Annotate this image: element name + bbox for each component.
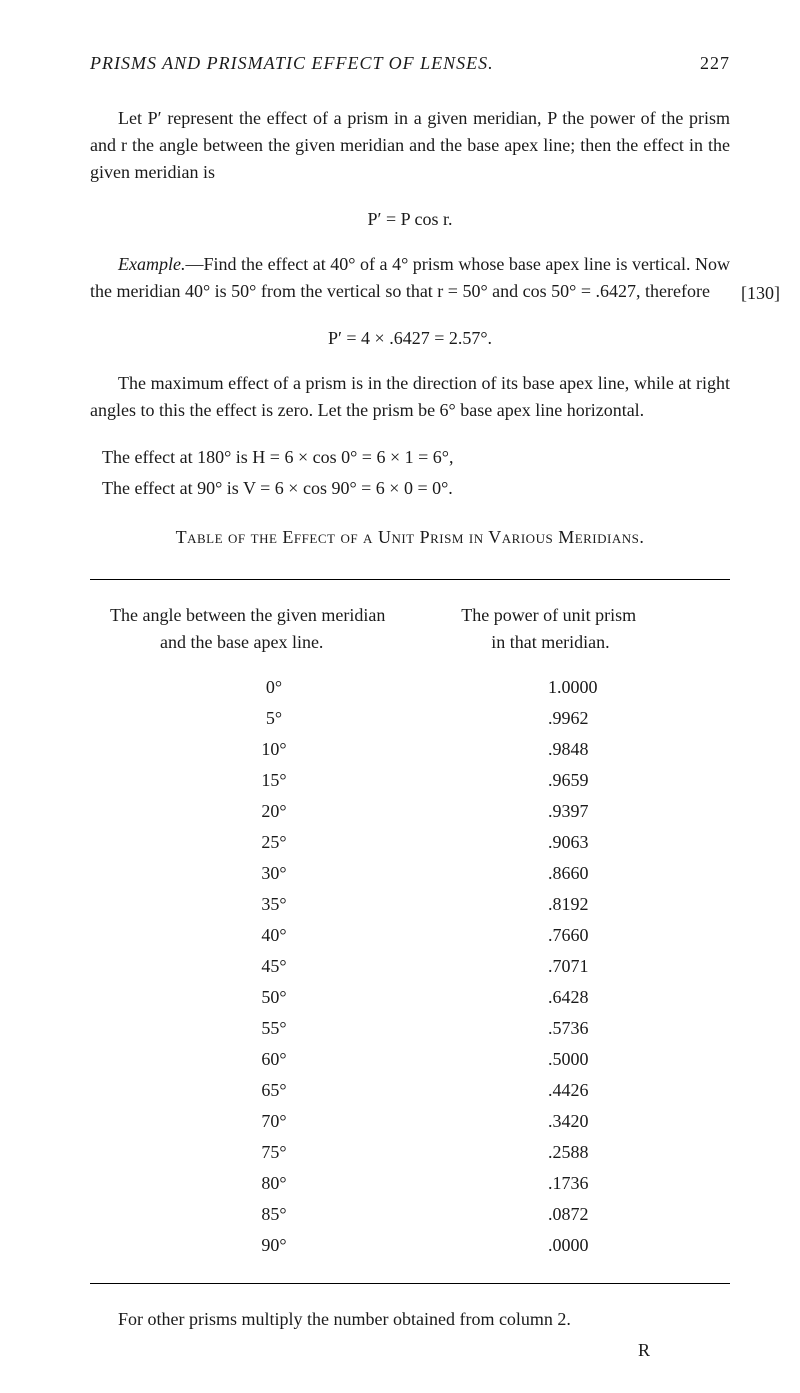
table-header-right-line2: in that meridian. <box>461 629 730 656</box>
table-row: 30°.8660 <box>90 858 730 889</box>
equation-line-1: The effect at 180° is H = 6 × cos 0° = 6… <box>90 444 730 471</box>
table-row: 25°.9063 <box>90 827 730 858</box>
prism-effect-table: 0°1.00005°.996210°.984815°.965920°.93972… <box>90 672 730 1261</box>
value-cell: .7071 <box>378 951 730 982</box>
paragraph-1: Let P′ represent the effect of a prism i… <box>90 105 730 186</box>
formula-2: P′ = 4 × .6427 = 2.57°. <box>90 325 730 352</box>
value-cell: .5000 <box>378 1044 730 1075</box>
value-cell: .5736 <box>378 1013 730 1044</box>
paragraph-2-body: —Find the effect at 40° of a 4° prism wh… <box>90 254 730 301</box>
value-cell: .8192 <box>378 889 730 920</box>
page-number: 227 <box>700 50 730 77</box>
value-cell: .9397 <box>378 796 730 827</box>
angle-cell: 65° <box>90 1075 378 1106</box>
angle-cell: 80° <box>90 1168 378 1199</box>
table-row: 15°.9659 <box>90 765 730 796</box>
value-cell: .3420 <box>378 1106 730 1137</box>
table-row: 20°.9397 <box>90 796 730 827</box>
paragraph-3: The maximum effect of a prism is in the … <box>90 370 730 424</box>
table-row: 75°.2588 <box>90 1137 730 1168</box>
table-row: 70°.3420 <box>90 1106 730 1137</box>
table-row: 45°.7071 <box>90 951 730 982</box>
value-cell: .4426 <box>378 1075 730 1106</box>
value-cell: .9659 <box>378 765 730 796</box>
paragraph-2: Example.—Find the effect at 40° of a 4° … <box>90 251 730 305</box>
angle-cell: 50° <box>90 982 378 1013</box>
table-row: 80°.1736 <box>90 1168 730 1199</box>
table-row: 50°.6428 <box>90 982 730 1013</box>
equation-line-2: The effect at 90° is V = 6 × cos 90° = 6… <box>90 475 730 502</box>
angle-cell: 0° <box>90 672 378 703</box>
value-cell: 1.0000 <box>378 672 730 703</box>
angle-cell: 85° <box>90 1199 378 1230</box>
angle-cell: 75° <box>90 1137 378 1168</box>
footnote: For other prisms multiply the number obt… <box>90 1306 730 1333</box>
angle-cell: 15° <box>90 765 378 796</box>
table-row: 5°.9962 <box>90 703 730 734</box>
angle-cell: 35° <box>90 889 378 920</box>
angle-cell: 45° <box>90 951 378 982</box>
running-header: PRISMS AND PRISMATIC EFFECT OF LENSES. 2… <box>90 50 730 77</box>
table-header: The angle between the given meridian and… <box>90 602 730 656</box>
value-cell: .0872 <box>378 1199 730 1230</box>
table-top-rule <box>90 579 730 580</box>
value-cell: .7660 <box>378 920 730 951</box>
footer-letter: R <box>90 1337 730 1364</box>
table-header-left-line2: and the base apex line. <box>110 629 442 656</box>
angle-cell: 55° <box>90 1013 378 1044</box>
table-header-left-line1: The angle between the given meridian <box>110 602 442 629</box>
value-cell: .1736 <box>378 1168 730 1199</box>
example-label: Example. <box>118 254 185 274</box>
running-title: PRISMS AND PRISMATIC EFFECT OF LENSES. <box>90 50 494 77</box>
value-cell: .2588 <box>378 1137 730 1168</box>
table-row: 60°.5000 <box>90 1044 730 1075</box>
angle-cell: 70° <box>90 1106 378 1137</box>
formula-1: P′ = P cos r. <box>90 206 730 233</box>
table-row: 0°1.0000 <box>90 672 730 703</box>
table-header-right: The power of unit prism in that meridian… <box>461 602 730 656</box>
table-caption: Table of the Effect of a Unit Prism in V… <box>90 524 730 551</box>
table-row: 90°.0000 <box>90 1230 730 1261</box>
angle-cell: 5° <box>90 703 378 734</box>
angle-cell: 60° <box>90 1044 378 1075</box>
margin-note-130: [130] <box>741 280 780 307</box>
angle-cell: 40° <box>90 920 378 951</box>
table-header-left: The angle between the given meridian and… <box>90 602 442 656</box>
table-row: 35°.8192 <box>90 889 730 920</box>
angle-cell: 20° <box>90 796 378 827</box>
table-bottom-rule <box>90 1283 730 1284</box>
table-row: 10°.9848 <box>90 734 730 765</box>
value-cell: .9962 <box>378 703 730 734</box>
angle-cell: 25° <box>90 827 378 858</box>
table-row: 40°.7660 <box>90 920 730 951</box>
angle-cell: 30° <box>90 858 378 889</box>
value-cell: .0000 <box>378 1230 730 1261</box>
value-cell: .6428 <box>378 982 730 1013</box>
table-row: 65°.4426 <box>90 1075 730 1106</box>
table-row: 85°.0872 <box>90 1199 730 1230</box>
value-cell: .9063 <box>378 827 730 858</box>
angle-cell: 10° <box>90 734 378 765</box>
value-cell: .9848 <box>378 734 730 765</box>
table-row: 55°.5736 <box>90 1013 730 1044</box>
table-header-right-line1: The power of unit prism <box>461 602 730 629</box>
value-cell: .8660 <box>378 858 730 889</box>
angle-cell: 90° <box>90 1230 378 1261</box>
